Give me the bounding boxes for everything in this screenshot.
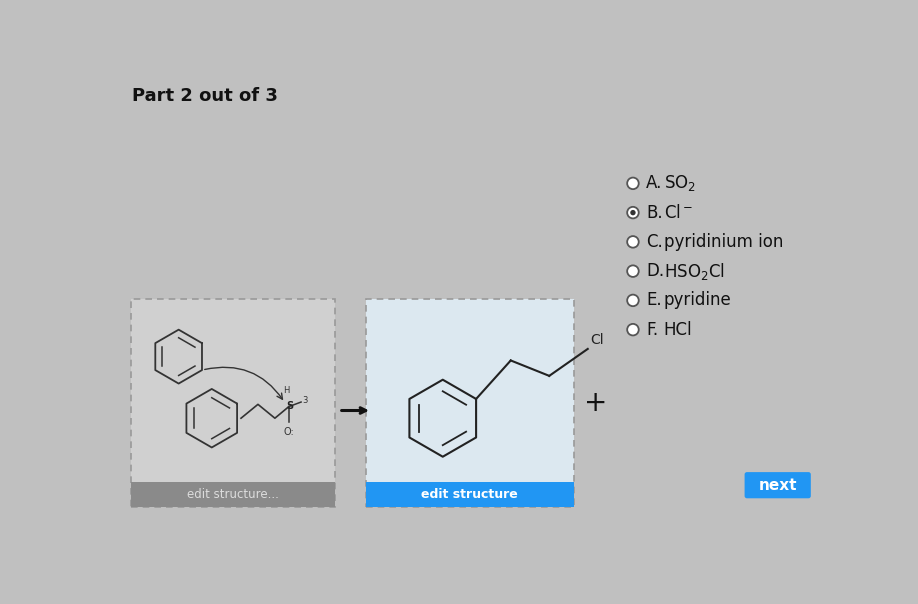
FancyBboxPatch shape [744, 472, 811, 498]
Circle shape [627, 207, 639, 219]
Text: Cl: Cl [590, 333, 604, 347]
Text: +: + [584, 389, 607, 417]
Text: 3: 3 [303, 396, 308, 405]
Text: H: H [284, 386, 290, 395]
Text: edit structure: edit structure [421, 488, 518, 501]
Text: C.: C. [646, 233, 663, 251]
FancyBboxPatch shape [131, 299, 335, 507]
Text: B.: B. [646, 204, 663, 222]
Circle shape [627, 236, 639, 248]
Text: Cl$^-$: Cl$^-$ [664, 204, 693, 222]
Text: O:: O: [284, 426, 294, 437]
Text: Part 2 out of 3: Part 2 out of 3 [132, 87, 278, 105]
Circle shape [627, 178, 639, 189]
Circle shape [627, 324, 639, 335]
Text: SO$_2$: SO$_2$ [664, 173, 696, 193]
Text: edit structure...: edit structure... [187, 488, 279, 501]
Text: next: next [758, 478, 797, 493]
FancyBboxPatch shape [365, 299, 574, 507]
Text: S: S [286, 401, 293, 411]
Text: A.: A. [646, 175, 663, 192]
Circle shape [627, 295, 639, 306]
FancyBboxPatch shape [131, 482, 335, 507]
Text: D.: D. [646, 262, 664, 280]
Text: F.: F. [646, 321, 658, 339]
Circle shape [631, 210, 635, 215]
Text: pyridine: pyridine [664, 291, 732, 309]
Text: HSO$_2$Cl: HSO$_2$Cl [664, 261, 724, 281]
Text: HCl: HCl [664, 321, 692, 339]
FancyBboxPatch shape [365, 482, 574, 507]
Circle shape [627, 265, 639, 277]
Text: E.: E. [646, 291, 662, 309]
Text: pyridinium ion: pyridinium ion [664, 233, 783, 251]
